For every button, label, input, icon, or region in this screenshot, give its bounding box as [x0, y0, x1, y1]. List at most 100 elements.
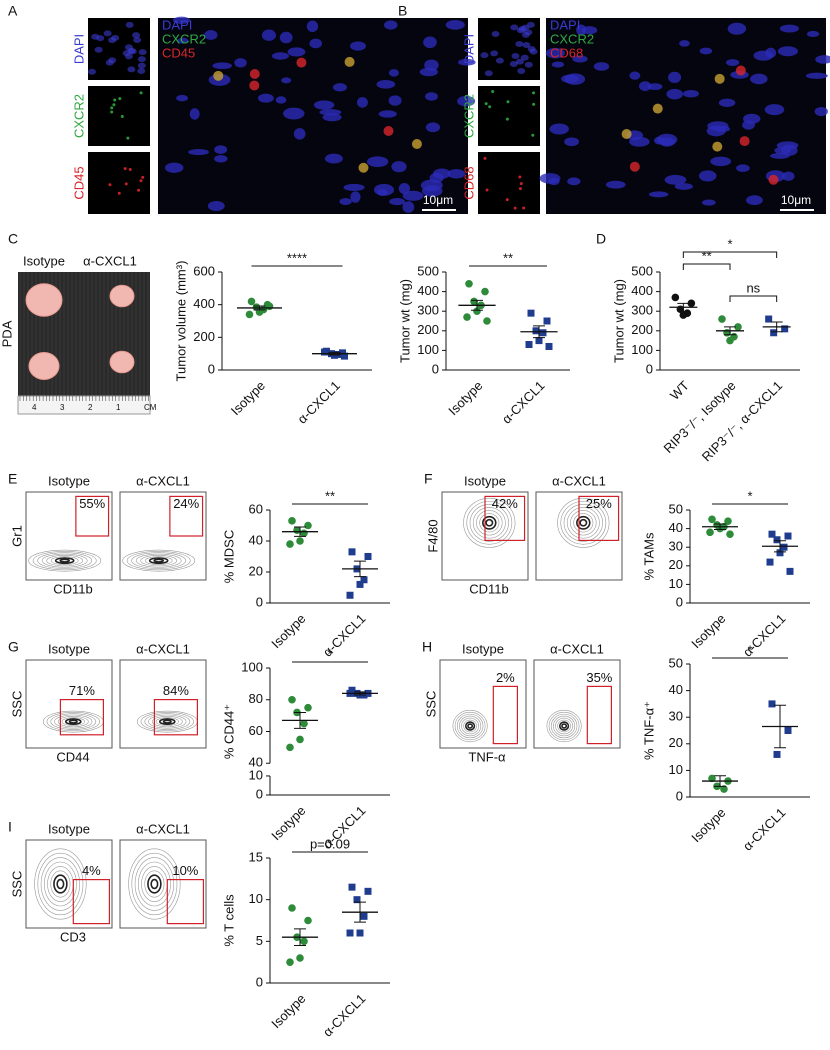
contour [34, 848, 87, 920]
contour [148, 557, 169, 565]
nucleus [679, 40, 690, 47]
cell [111, 34, 120, 41]
contour [122, 549, 196, 572]
data-point [265, 302, 274, 311]
y-tick-label: 0 [646, 361, 653, 376]
cell [103, 30, 112, 37]
sem-bar [294, 526, 306, 537]
nucleus [814, 106, 828, 117]
data-point [781, 325, 789, 333]
data-point [296, 954, 304, 962]
ruler-label: 4 [32, 403, 37, 412]
channel-image [478, 152, 540, 214]
significance-bracket [682, 263, 731, 270]
nucleus [350, 191, 361, 203]
cell [94, 46, 103, 53]
cell [515, 40, 524, 47]
stained-cell [621, 129, 632, 140]
flow-sample: α-CXCL1 [136, 821, 190, 836]
y-tick-label: 0 [432, 361, 439, 376]
contour [140, 555, 178, 567]
cell [117, 191, 121, 195]
cell [524, 29, 533, 36]
data-point [708, 515, 716, 524]
cell [124, 182, 128, 186]
y-tick-label: 0 [208, 361, 215, 376]
contour [61, 717, 85, 726]
cell [506, 100, 510, 104]
y-tick-label: 10 [249, 767, 263, 782]
cell [495, 57, 504, 64]
flow-plot [25, 659, 113, 749]
data-point [470, 297, 478, 306]
stained-cell [296, 57, 307, 68]
y-tick-label: 0 [256, 594, 263, 609]
photo-column: Isotype [23, 253, 65, 268]
significance-label: * [727, 236, 732, 251]
cell [128, 168, 132, 172]
contour [454, 711, 486, 741]
flow-x-label: CD11b [53, 581, 93, 596]
nucleus [350, 41, 367, 51]
cell [532, 91, 536, 95]
nucleus [324, 153, 343, 164]
contour [579, 518, 588, 527]
contour [461, 717, 480, 735]
nucleus [710, 156, 732, 167]
cell [113, 98, 117, 102]
cell [527, 46, 536, 53]
contour [68, 719, 78, 724]
cell [505, 117, 509, 121]
stained-cell [629, 161, 640, 172]
cell [491, 90, 495, 94]
contour [126, 551, 191, 571]
contour [472, 507, 506, 539]
cell [484, 70, 493, 77]
nucleus [564, 137, 580, 147]
data-point [724, 517, 732, 525]
ruler-label: CM [144, 403, 157, 412]
gate [153, 698, 198, 736]
sem-bar [714, 523, 726, 531]
nucleus [698, 170, 717, 182]
data-point [535, 337, 543, 345]
flow-x-label: TNF-α [468, 749, 506, 764]
data-point [296, 537, 304, 545]
channel-label: CD68 [461, 166, 476, 199]
tumor [109, 350, 135, 374]
contour [40, 857, 81, 911]
y-tick-label: 40 [249, 755, 263, 770]
nucleus [699, 47, 713, 55]
data-point [300, 937, 308, 946]
merge-label: CD45 [162, 45, 195, 60]
merge-label: DAPI [550, 17, 580, 32]
cell [132, 32, 141, 39]
channel-label: CXCR2 [461, 94, 476, 138]
data-point [296, 735, 304, 744]
y-tick-label: 10 [249, 891, 263, 906]
data-point [708, 774, 716, 783]
stained-cell [358, 162, 369, 173]
contour [50, 713, 97, 730]
gate [75, 495, 110, 537]
stained-cell [714, 73, 725, 84]
flow-plot [25, 839, 113, 929]
nucleus [806, 30, 820, 38]
nucleus [271, 52, 290, 60]
nucleus [777, 46, 798, 57]
x-tick-label: α-CXCL1 [740, 805, 789, 854]
contour [148, 714, 187, 729]
contour [467, 723, 474, 729]
cell [518, 187, 522, 191]
cell [522, 41, 531, 48]
data-point [473, 307, 481, 316]
nucleus [189, 108, 200, 120]
gate [484, 495, 526, 541]
nucleus [776, 141, 799, 150]
cell [123, 167, 127, 171]
panel-letter: F [424, 471, 433, 487]
nucleus [306, 20, 319, 33]
contour [557, 719, 571, 733]
gate-percent: 2% [496, 670, 515, 685]
